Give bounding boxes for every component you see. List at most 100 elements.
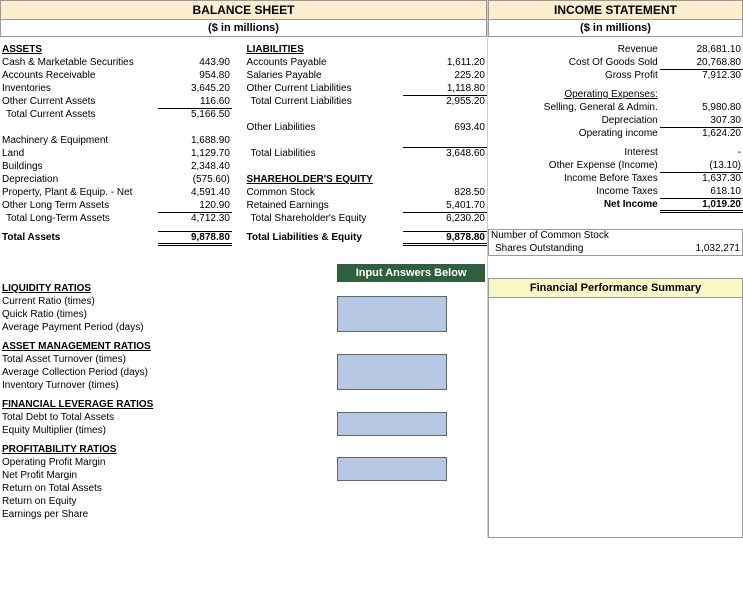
worksheet: BALANCE SHEET ($ in millions) ASSETS LIA… — [0, 0, 743, 538]
bs-row-val[interactable]: 2,348.40 — [158, 160, 232, 173]
bs-row-label: Other Current Assets — [0, 95, 158, 108]
bs-title: BALANCE SHEET — [0, 0, 487, 20]
pr-head: PROFITABILITY RATIOS — [0, 443, 335, 456]
bs-row-label: Other Long Term Assets — [0, 199, 158, 212]
bs-row-label: Total Long-Term Assets — [0, 212, 158, 225]
bs-row-val[interactable]: 693.40 — [403, 121, 487, 134]
fp-summary-area[interactable] — [488, 298, 743, 538]
bs-row-val[interactable]: 225.20 — [403, 69, 487, 82]
liq-head: LIQUIDITY RATIOS — [0, 282, 335, 295]
bs-row-label: Buildings — [0, 160, 158, 173]
answer-input[interactable] — [337, 354, 447, 390]
is-unit: ($ in millions) — [488, 20, 743, 37]
bs-row-val[interactable]: 1,118.80 — [403, 82, 487, 95]
shares-label2: Shares Outstanding — [489, 242, 660, 255]
is-title: INCOME STATEMENT — [488, 0, 743, 20]
is-label: Cost Of Goods Sold — [488, 56, 660, 69]
input-answers-head: Input Answers Below — [337, 264, 485, 282]
bs-row-val[interactable]: 2,955.20 — [403, 95, 487, 108]
bs-row-val[interactable]: 3,645.20 — [158, 82, 232, 95]
balance-sheet-panel: BALANCE SHEET ($ in millions) ASSETS LIA… — [0, 0, 488, 538]
ratio-label: Quick Ratio (times) — [0, 308, 335, 321]
ratios-table: Input Answers Below LIQUIDITY RATIOS Cur… — [0, 264, 487, 521]
ratio-label: Operating Profit Margin — [0, 456, 335, 469]
bs-row-label: Other Liabilities — [245, 121, 403, 134]
ratio-label: Average Payment Period (days) — [0, 321, 335, 334]
bs-row-label: Inventories — [0, 82, 158, 95]
answer-input[interactable] — [337, 457, 447, 481]
bs-row-label: Common Stock — [245, 186, 403, 199]
ratio-label: Earnings per Share — [0, 508, 335, 521]
bs-row-label: Total Current Liabilities — [245, 95, 403, 108]
bs-row-val[interactable]: 116.60 — [158, 95, 232, 108]
ratio-label: Total Asset Turnover (times) — [0, 353, 335, 366]
net-income-label: Net Income — [488, 198, 660, 211]
bs-row-val[interactable]: 120.90 — [158, 199, 232, 212]
bs-row-val[interactable]: 1,688.90 — [158, 134, 232, 147]
tle-val[interactable]: 9,878.80 — [403, 231, 487, 244]
is-val[interactable]: 1,637.30 — [660, 172, 743, 185]
ratio-label: Equity Multiplier (times) — [0, 424, 335, 437]
is-label: Other Expense (Income) — [488, 159, 660, 172]
opex-head: Operating Expenses: — [488, 88, 660, 101]
bs-row-val[interactable]: 828.50 — [403, 186, 487, 199]
ratio-label: Total Debt to Total Assets — [0, 411, 335, 424]
bs-row-val[interactable]: 1,129.70 — [158, 147, 232, 160]
is-val[interactable]: 618.10 — [660, 185, 743, 198]
is-val[interactable]: 20,768.80 — [660, 56, 743, 69]
income-statement-panel: INCOME STATEMENT ($ in millions) Revenue… — [488, 0, 743, 538]
is-val[interactable]: 5,980.80 — [660, 101, 743, 114]
bs-row-val[interactable]: 3,648.60 — [403, 147, 487, 160]
bs-row-label: Machinery & Equipment — [0, 134, 158, 147]
bs-row-label: Property, Plant & Equip. - Net — [0, 186, 158, 199]
total-assets-label: Total Assets — [0, 231, 158, 244]
bs-row-label: Depreciation — [0, 173, 158, 186]
am-head: ASSET MANAGEMENT RATIOS — [0, 340, 335, 353]
bs-row-label: Land — [0, 147, 158, 160]
bs-row-val[interactable]: 4,712.30 — [158, 212, 232, 225]
is-val[interactable]: 7,912.30 — [660, 69, 743, 82]
bs-row-val[interactable]: (575.60) — [158, 173, 232, 186]
is-label: Selling, General & Admin. — [488, 101, 660, 114]
is-val[interactable]: 307.30 — [660, 114, 743, 127]
bs-unit: ($ in millions) — [0, 20, 487, 37]
ratio-label: Current Ratio (times) — [0, 295, 335, 308]
bs-row-val[interactable]: 4,591.40 — [158, 186, 232, 199]
is-label: Income Before Taxes — [488, 172, 660, 185]
bs-row-label: Accounts Receivable — [0, 69, 158, 82]
bs-row-val[interactable]: 5,166.50 — [158, 108, 232, 121]
bs-row-val[interactable]: 5,401.70 — [403, 199, 487, 212]
bs-row-val[interactable]: 6,230.20 — [403, 212, 487, 225]
is-label: Revenue — [488, 43, 660, 56]
bs-row-label: Retained Earnings — [245, 199, 403, 212]
bs-row-val[interactable]: 954.80 — [158, 69, 232, 82]
is-label: Gross Profit — [488, 69, 660, 82]
bs-row-label: Total Current Assets — [0, 108, 158, 121]
is-val[interactable]: - — [660, 146, 743, 159]
se-head: SHAREHOLDER'S EQUITY — [245, 173, 403, 186]
net-income-val[interactable]: 1,019.20 — [660, 198, 743, 211]
liab-head: LIABILITIES — [245, 43, 403, 56]
ratio-label: Inventory Turnover (times) — [0, 379, 335, 392]
fp-summary-head: Financial Performance Summary — [488, 278, 743, 298]
shares-label1: Number of Common Stock — [489, 229, 660, 242]
bs-row-val[interactable]: 443.90 — [158, 56, 232, 69]
is-label: Depreciation — [488, 114, 660, 127]
total-assets-val[interactable]: 9,878.80 — [158, 231, 232, 244]
is-val[interactable]: 1,624.20 — [660, 127, 743, 140]
is-val[interactable]: (13.10) — [660, 159, 743, 172]
bs-table: ASSETS LIABILITIES Cash & Marketable Sec… — [0, 37, 487, 246]
bs-row-label: Cash & Marketable Securities — [0, 56, 158, 69]
shares-box: Number of Common Stock Shares Outstandin… — [488, 229, 743, 256]
answer-input[interactable] — [337, 412, 447, 436]
shares-val[interactable]: 1,032,271 — [660, 242, 743, 255]
assets-head: ASSETS — [0, 43, 158, 56]
is-val[interactable]: 28,681.10 — [660, 43, 743, 56]
is-label: Interest — [488, 146, 660, 159]
ratio-label: Return on Total Assets — [0, 482, 335, 495]
bs-row-val[interactable]: 1,611.20 — [403, 56, 487, 69]
is-label: Income Taxes — [488, 185, 660, 198]
answer-input[interactable] — [337, 296, 447, 332]
bs-row-label: Other Current Liabilities — [245, 82, 403, 95]
ratio-label: Net Profit Margin — [0, 469, 335, 482]
